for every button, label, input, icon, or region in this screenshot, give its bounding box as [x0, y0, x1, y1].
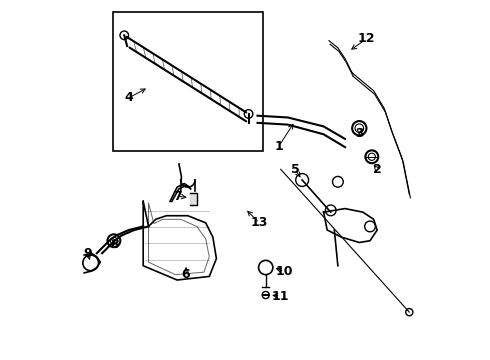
Text: 8: 8: [110, 238, 119, 251]
Text: 7: 7: [173, 190, 181, 203]
Text: 11: 11: [272, 289, 290, 303]
Bar: [113, 12, 263, 152]
Text: 1: 1: [274, 140, 283, 153]
Text: 6: 6: [182, 268, 191, 281]
Text: 9: 9: [83, 247, 92, 260]
Text: 2: 2: [373, 163, 382, 176]
Text: 13: 13: [250, 216, 268, 229]
Text: 5: 5: [291, 163, 299, 176]
Text: 12: 12: [358, 32, 375, 45]
Text: 10: 10: [275, 265, 293, 278]
Text: 4: 4: [124, 91, 133, 104]
Text: 3: 3: [355, 127, 364, 140]
